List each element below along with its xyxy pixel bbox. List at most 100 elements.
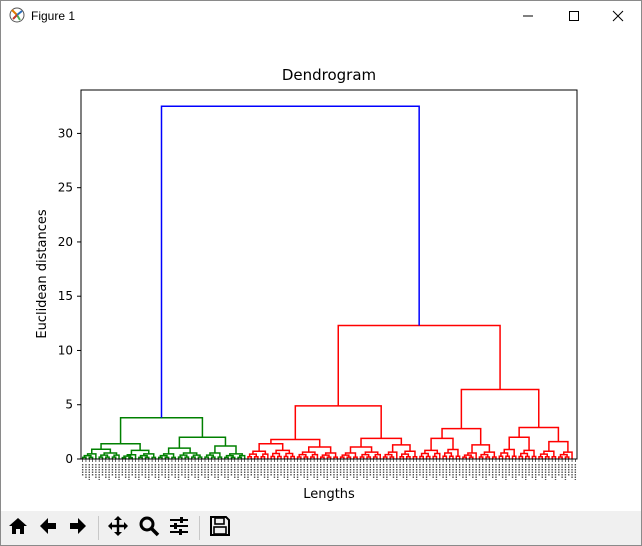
dendrogram-link-85	[374, 453, 382, 459]
y-tick-label-0: 0	[65, 452, 73, 466]
floppy-disk-icon	[209, 515, 231, 541]
dendrogram-link-122	[441, 427, 482, 445]
figure-canvas[interactable]: Dendrogram 0 5 10 15 20 25 30 Lengths Euclidea…	[1, 31, 641, 511]
dendrogram-link-31	[179, 454, 188, 458]
y-axis: 0 5 10 15 20 25 30	[58, 126, 81, 466]
dendrogram-link-100	[419, 455, 424, 459]
maximize-button[interactable]	[551, 1, 597, 31]
dendrogram-link-49	[247, 455, 253, 459]
back-button[interactable]	[35, 515, 61, 541]
dendrogram-link-25	[159, 454, 168, 458]
dendrogram-link-26	[162, 453, 175, 458]
dendrogram-link-7	[100, 454, 109, 458]
configure-subplots-button[interactable]	[166, 515, 192, 541]
dendrogram-link-62	[258, 443, 284, 452]
dendrogram-link-88	[382, 456, 388, 459]
dendrogram-link-89	[389, 456, 395, 459]
dendrogram-link-60	[285, 452, 294, 457]
dendrogram-link-2	[83, 454, 92, 458]
dendrogram-link-116	[478, 456, 484, 459]
dendrogram-link-146	[337, 324, 501, 406]
dendrogram-link-65	[310, 456, 315, 459]
close-button[interactable]	[595, 1, 641, 31]
dendrogram-link-38	[205, 454, 215, 458]
dendrogram-link-137	[539, 453, 548, 457]
dendrogram-link-95	[400, 453, 410, 457]
dendrogram-link-135	[544, 455, 550, 459]
toolbar-separator	[98, 516, 99, 540]
matplotlib-logo-icon	[9, 7, 25, 23]
dendrogram-link-91	[387, 451, 398, 459]
dendrogram-link-48	[119, 417, 204, 444]
arrow-right-icon	[67, 515, 89, 541]
y-tick-label-10: 10	[58, 343, 73, 357]
dendrogram-link-104	[434, 452, 441, 459]
dendrogram-link-57	[283, 455, 289, 459]
dendrogram-link-32	[192, 454, 201, 458]
dendrogram-link-3	[86, 453, 97, 459]
dendrogram-link-141	[559, 453, 568, 457]
dendrogram-link-67	[311, 453, 319, 459]
dendrogram-link-101	[425, 455, 431, 459]
dendrogram-links	[81, 105, 573, 459]
dendrogram-link-106	[442, 455, 448, 459]
dendrogram-link-92	[399, 455, 405, 459]
dendrogram-link-53	[262, 453, 269, 459]
dendrogram-link-99	[294, 405, 382, 440]
x-axis-label: Lengths	[303, 487, 355, 502]
dendrogram-link-55	[270, 455, 276, 459]
axes-frame	[80, 89, 578, 460]
arrow-left-icon	[37, 515, 59, 541]
dendrogram-link-114	[463, 454, 472, 458]
title-bar[interactable]: Figure 1	[1, 1, 641, 31]
dendrogram-link-52	[248, 453, 258, 457]
dendrogram-link-136	[551, 455, 557, 459]
maximize-icon	[568, 7, 580, 26]
dendrogram-link-107	[448, 455, 454, 459]
x-axis	[81, 459, 577, 480]
y-tick-label-5: 5	[65, 398, 73, 412]
dendrogram-link-75	[270, 438, 321, 448]
dendrogram-link-56	[276, 455, 282, 459]
dendrogram-link-123	[498, 455, 504, 459]
dendrogram-link-59	[272, 452, 281, 457]
home-button[interactable]	[5, 515, 31, 541]
dendrogram-link-124	[505, 455, 510, 459]
dendrogram-link-81	[359, 456, 365, 459]
y-axis-label: Euclidean distances	[35, 209, 50, 338]
forward-button[interactable]	[65, 515, 91, 541]
chart-title: Dendrogram	[282, 66, 376, 84]
dendrogram-link-18	[139, 454, 148, 458]
dendrogram-link-130	[531, 455, 537, 459]
navigation-toolbar	[1, 511, 641, 545]
window-title: Figure 1	[31, 9, 76, 23]
sliders-icon	[168, 515, 190, 541]
dendrogram-link-82	[366, 456, 372, 459]
dendrogram-link-128	[518, 455, 524, 459]
minimize-button[interactable]	[505, 1, 551, 31]
dendrogram-link-125	[511, 455, 517, 459]
zoom-button[interactable]	[136, 515, 162, 541]
dendrogram-link-127	[503, 448, 515, 457]
dendrogram-link-44	[238, 454, 246, 459]
save-button[interactable]	[207, 515, 233, 541]
dendrogram-link-79	[341, 454, 350, 458]
magnifier-icon	[138, 515, 160, 541]
dendrogram-link-129	[524, 455, 530, 459]
dendrogram-link-50	[253, 455, 259, 459]
dendrogram-link-111	[430, 437, 454, 451]
dendrogram-link-19	[143, 453, 155, 458]
dendrogram-link-93	[405, 455, 411, 459]
dendrogram-link-43	[225, 454, 234, 458]
dendrogram-link-131	[520, 452, 529, 457]
dendrogram-link-72	[321, 454, 330, 458]
dendrogram-link-45	[229, 453, 243, 456]
dendrogram-link-120	[483, 451, 496, 457]
dendrogram-link-145	[460, 388, 540, 429]
dendrogram-link-86	[364, 451, 379, 455]
dendrogram-link-109	[443, 452, 453, 457]
pan-button[interactable]	[105, 515, 131, 541]
dendrogram-link-98	[360, 437, 403, 448]
dendrogram-link-140	[564, 456, 570, 459]
